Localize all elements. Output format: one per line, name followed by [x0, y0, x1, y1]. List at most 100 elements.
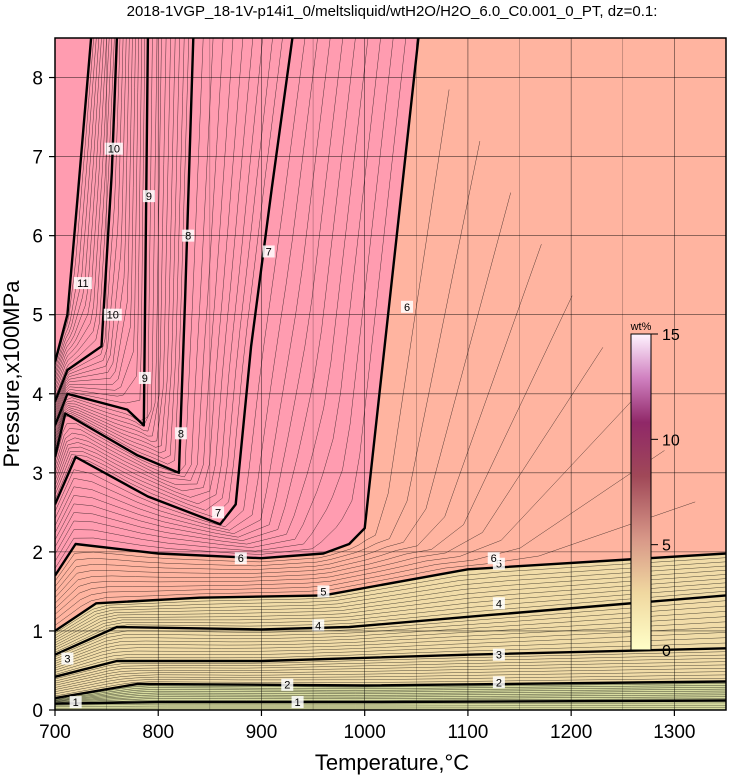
contour-label-bg [291, 696, 304, 709]
contour-line-9 [55, 38, 150, 427]
minor-contour [55, 38, 369, 548]
minor-contour [55, 450, 665, 621]
colorbar-tick-label: 10 [662, 432, 680, 449]
minor-contour [55, 632, 726, 671]
minor-contour [55, 626, 726, 669]
minor-contour [55, 38, 381, 555]
contour-line-7 [55, 38, 294, 526]
minor-contour [55, 38, 214, 478]
minor-contour [55, 686, 726, 701]
contour-label: 5 [320, 586, 326, 598]
minor-contour [55, 590, 726, 653]
contour-label-bg [317, 585, 330, 598]
minor-contour [55, 38, 244, 492]
y-tick-label: 3 [32, 464, 43, 485]
minor-contour [55, 677, 726, 697]
contour-label-bg [69, 696, 82, 709]
contour-label: 7 [215, 507, 221, 519]
contour-label: 1 [295, 697, 301, 709]
minor-contour [55, 89, 450, 582]
colorbar-tick-label: 5 [662, 538, 671, 555]
minor-contour [55, 38, 136, 416]
minor-contour [55, 38, 273, 511]
minor-contour [55, 38, 234, 485]
minor-contours [55, 38, 726, 709]
minor-contour [55, 642, 726, 675]
y-tick-label: 0 [32, 701, 43, 722]
y-tick-label: 1 [32, 622, 43, 643]
contour-label-bg [73, 277, 92, 290]
y-tick-label: 7 [32, 148, 43, 169]
minor-contour [55, 565, 726, 639]
minor-contour [55, 600, 726, 658]
contour-label-bg [174, 427, 187, 440]
minor-contour [55, 586, 726, 651]
contour-label-bg [492, 648, 505, 661]
minor-contour [55, 694, 726, 703]
minor-contour [55, 38, 102, 379]
minor-contour [55, 38, 204, 474]
minor-contour [55, 671, 726, 692]
contour-label-bg [312, 619, 325, 632]
y-tick-label: 2 [32, 543, 43, 564]
y-tick-label: 8 [32, 69, 43, 90]
x-tick-label: 1000 [344, 722, 386, 743]
minor-contour [55, 578, 726, 646]
contour-line-11 [55, 38, 93, 363]
contour-label: 4 [315, 620, 321, 632]
minor-contour [55, 38, 318, 531]
contour-label: 10 [108, 144, 120, 156]
contour-label: 5 [496, 559, 502, 571]
contour-label: 6 [238, 553, 244, 565]
contour-label: 10 [107, 310, 119, 322]
x-tick-label: 1300 [653, 722, 695, 743]
x-axis-ticks: 700 800 900 1000 1100 1200 1300 [39, 722, 695, 743]
contour-label-bg [492, 597, 505, 610]
minor-contour [55, 38, 94, 367]
contour-line-6 [55, 38, 420, 577]
minor-contour [55, 561, 726, 636]
contour-label-bg [487, 552, 500, 565]
contour-label: 4 [496, 598, 502, 610]
contour-line-10 [55, 38, 119, 403]
contour-label-bg [262, 245, 275, 258]
minor-contour [55, 668, 726, 690]
contour-label: 9 [142, 373, 148, 385]
contour-line-2 [55, 680, 726, 700]
minor-contour [55, 690, 726, 702]
contour-label-bg [212, 506, 225, 519]
minor-contour [55, 38, 142, 421]
minor-contour [55, 557, 726, 634]
contour-label: 2 [496, 677, 502, 689]
y-tick-label: 5 [32, 306, 43, 327]
contour-label: 1 [73, 697, 79, 709]
contour-label-bg [234, 552, 247, 565]
contour-label: 6 [491, 553, 497, 565]
contour-label-bg [138, 371, 151, 384]
minor-contour [55, 611, 726, 662]
minor-contour [55, 38, 162, 435]
minor-contour [55, 569, 726, 641]
contour-label-bg [104, 142, 123, 155]
colorbar: wt% 0 5 10 15 [630, 321, 680, 660]
minor-contour [55, 141, 481, 587]
x-tick-label: 1200 [550, 722, 592, 743]
colorbar-ticks: 0 5 10 15 [651, 327, 680, 660]
minor-contour [55, 38, 105, 382]
minor-contour [55, 38, 331, 534]
grid [49, 38, 726, 716]
chart-title: 2018-1VGP_18-1V-p14i1_0/meltsliquid/wtH2… [127, 3, 658, 20]
contour-label-bg [142, 190, 155, 203]
x-tick-label: 1100 [447, 722, 488, 743]
minor-contour [55, 295, 573, 604]
contour-label: 2 [284, 680, 290, 692]
minor-contour [55, 685, 726, 700]
minor-contour [55, 664, 726, 688]
minor-contour [55, 605, 726, 660]
minor-contour [55, 38, 158, 432]
y-axis-label: Pressure,x100MPa [0, 280, 24, 468]
minor-contour [55, 38, 176, 448]
minor-contour [55, 38, 133, 414]
